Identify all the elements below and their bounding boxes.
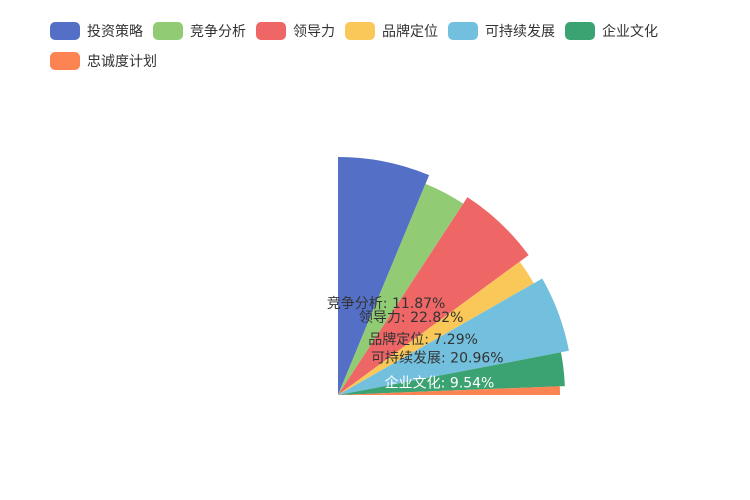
legend-item[interactable]: 投资策略 xyxy=(50,20,143,42)
pie-slice[interactable] xyxy=(338,386,560,395)
legend-swatch xyxy=(448,22,478,40)
slice-label: 领导力: 22.82% xyxy=(359,310,464,326)
legend-item[interactable]: 竞争分析 xyxy=(153,20,246,42)
legend-item[interactable]: 领导力 xyxy=(256,20,335,42)
slice-label: 可持续发展: 20.96% xyxy=(371,349,504,366)
legend-label: 竞争分析 xyxy=(190,24,246,40)
pie-slice[interactable] xyxy=(338,183,464,395)
legend-swatch xyxy=(256,22,286,40)
slice-label: 竞争分析: 11.87% xyxy=(327,295,446,312)
pie-slice[interactable] xyxy=(338,157,430,395)
legend-label: 领导力 xyxy=(293,24,335,40)
legend-swatch xyxy=(50,52,80,70)
pie-slice[interactable] xyxy=(338,278,569,395)
legend-item[interactable]: 品牌定位 xyxy=(345,20,438,42)
pie-slice[interactable] xyxy=(338,261,534,395)
slice-label: 品牌定位: 7.29% xyxy=(368,331,478,348)
legend-swatch xyxy=(345,22,375,40)
pie-slice[interactable] xyxy=(338,197,529,395)
legend: 投资策略 竞争分析 领导力 品牌定位 可持续发展 企业文化忠诚度计划 xyxy=(50,20,730,72)
legend-label: 企业文化 xyxy=(602,24,658,40)
legend-label: 忠诚度计划 xyxy=(87,54,157,70)
legend-label: 品牌定位 xyxy=(382,24,438,40)
legend-swatch xyxy=(153,22,183,40)
legend-item[interactable]: 忠诚度计划 xyxy=(50,50,157,72)
legend-label: 投资策略 xyxy=(87,24,143,40)
legend-swatch xyxy=(565,22,595,40)
legend-swatch xyxy=(50,22,80,40)
legend-item[interactable]: 企业文化 xyxy=(565,20,658,42)
slice-label: 企业文化: 9.54% xyxy=(385,374,495,391)
legend-item[interactable]: 可持续发展 xyxy=(448,20,555,42)
legend-label: 可持续发展 xyxy=(485,24,555,40)
pie-slice[interactable] xyxy=(338,352,565,395)
